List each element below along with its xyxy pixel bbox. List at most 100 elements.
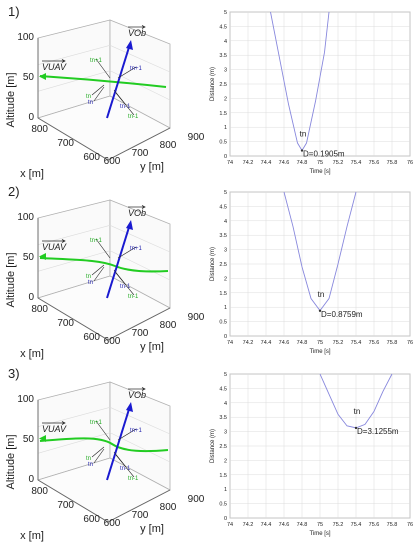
x-tick-label: 74.8 xyxy=(297,522,308,528)
y-axis-label: y [m] xyxy=(140,523,164,535)
x-tick-label: 75.6 xyxy=(369,160,380,166)
time-mark-label: tn+1 xyxy=(90,238,103,244)
y-tick-label: 2.5 xyxy=(219,444,227,450)
y-axis-label: y [m] xyxy=(140,341,164,353)
y-tick-label: 1 xyxy=(224,487,227,493)
x-tick-label: 75 xyxy=(317,160,323,166)
time-mark-label: tn-1 xyxy=(128,294,139,300)
vob-arrowhead-icon xyxy=(141,205,146,209)
y-tick-label: 1.5 xyxy=(219,111,227,117)
y-tick-label: 800 xyxy=(160,320,177,331)
z-axis-label: Altitude [m] xyxy=(5,434,17,489)
x-tick-label: 600 xyxy=(83,152,100,163)
x-tick-label: 74.2 xyxy=(243,160,254,166)
x-tick-label: 75.4 xyxy=(351,340,362,346)
x-tick-label: 74.2 xyxy=(243,340,254,346)
y-tick-label: 3 xyxy=(224,430,227,436)
min-point xyxy=(318,309,322,312)
y-tick-label: 2.5 xyxy=(219,82,227,88)
time-mark-label: tn xyxy=(86,456,91,462)
y-tick-label: 600 xyxy=(104,156,121,167)
x-tick-label: 75.6 xyxy=(369,340,380,346)
x-tick-label: 75.2 xyxy=(333,522,344,528)
grid-line xyxy=(37,432,111,454)
y-tick-label: 2 xyxy=(224,458,227,464)
y-tick-label: 900 xyxy=(188,312,205,323)
x-axis-label: x [m] xyxy=(20,348,44,360)
time-mark-pointer xyxy=(117,66,137,79)
row-label: 1) xyxy=(8,4,20,19)
grid-line xyxy=(37,407,111,427)
row-3: 3)Altitude [m]x [m]y [m]1005008007006009… xyxy=(5,366,413,542)
time-mark-label: tn-1 xyxy=(120,466,131,472)
distance-plot: 74 74.2 74.4 74.6 74.8 75 75.2 75.4 75.6 75.8 76 0 0… xyxy=(210,10,413,175)
x-tick-label: 600 xyxy=(83,514,100,525)
vuav-arrowhead-icon xyxy=(61,59,66,63)
min-label: tn xyxy=(354,407,361,416)
time-mark-pointer xyxy=(95,58,111,79)
time-mark-label: tn xyxy=(88,100,93,106)
y-tick-label: 1.5 xyxy=(219,473,227,479)
x-tick-label: 74.6 xyxy=(279,522,290,528)
time-mark-pointer xyxy=(95,238,111,259)
row-label: 2) xyxy=(8,184,20,199)
x-tick-label: 74.8 xyxy=(297,340,308,346)
x-axis-line xyxy=(37,479,109,523)
obstacle-arrow-icon xyxy=(126,40,133,50)
obstacle-trajectory xyxy=(106,223,131,299)
row-2: 2)Altitude [m]x [m]y [m]1005008007006009… xyxy=(5,184,413,360)
y-tick-label: 4 xyxy=(224,219,227,225)
y-tick-label: 0 xyxy=(224,154,227,160)
row-1: 1)Altitude [m]x [m]y [m]1005008007006009… xyxy=(5,4,413,180)
x-tick-label: 74.8 xyxy=(297,160,308,166)
z-tick-label: 50 xyxy=(23,72,35,83)
time-mark-label: tn xyxy=(88,280,93,286)
y-tick-label: 3 xyxy=(224,248,227,254)
grid-line xyxy=(37,45,111,65)
y-tick-label: 2 xyxy=(224,96,227,102)
3d-plot: Altitude [m]x [m]y [m]100500800700600900… xyxy=(5,19,205,180)
time-mark-pointer xyxy=(91,264,105,276)
x-tick-label: 75.4 xyxy=(351,522,362,528)
distance-annotation: D=3.1255m xyxy=(357,427,399,436)
y-tick-label: 900 xyxy=(188,132,205,143)
y-tick-label: 5 xyxy=(224,10,227,16)
time-mark-pointer xyxy=(115,272,135,296)
time-mark-label: tn xyxy=(86,274,91,280)
time-mark-label: tn+1 xyxy=(130,246,143,252)
distance-plot: 74 74.2 74.4 74.6 74.8 75 75.2 75.4 75.6 75.8 76 0 0… xyxy=(210,372,413,537)
distance-plot: 74 74.2 74.4 74.6 74.8 75 75.2 75.4 75.6 75.8 76 0 0… xyxy=(210,190,413,355)
x-tick-label: 75.2 xyxy=(333,160,344,166)
uav-trajectory xyxy=(39,257,169,273)
y-tick-label: 4.5 xyxy=(219,24,227,30)
vob-label: VOb xyxy=(128,208,146,218)
grid-line xyxy=(109,45,171,73)
y-axis-label: Distance (m) xyxy=(210,429,216,463)
time-mark-pointer xyxy=(117,246,137,259)
y-tick-label: 4 xyxy=(224,401,227,407)
x-axis-line xyxy=(37,117,109,161)
uav-trajectory xyxy=(39,437,169,453)
3d-plot: Altitude [m]x [m]y [m]100500800700600900… xyxy=(5,199,205,360)
y-tick-label: 4.5 xyxy=(219,386,227,392)
x-tick-label: 700 xyxy=(57,318,74,329)
x-axis-label: x [m] xyxy=(20,168,44,180)
y-tick-label: 800 xyxy=(160,502,177,513)
y-tick-label: 1.5 xyxy=(219,291,227,297)
time-mark-label: tn-1 xyxy=(128,114,139,120)
x-tick-label: 75.4 xyxy=(351,160,362,166)
x-tick-label: 75.8 xyxy=(387,522,398,528)
distance-annotation: D=0.1905m xyxy=(303,150,345,159)
z-tick-label: 100 xyxy=(17,394,34,405)
x-tick-label: 74 xyxy=(227,160,233,166)
y-tick-label: 4.5 xyxy=(219,204,227,210)
z-tick-label: 100 xyxy=(17,32,34,43)
y-tick-label: 2.5 xyxy=(219,262,227,268)
uav-arrow-icon xyxy=(39,435,46,442)
x-axis-line xyxy=(37,297,109,341)
grid-line xyxy=(37,70,111,92)
time-mark-label: tn-1 xyxy=(120,104,131,110)
y-axis-label: y [m] xyxy=(140,161,164,173)
x-tick-label: 74 xyxy=(227,522,233,528)
